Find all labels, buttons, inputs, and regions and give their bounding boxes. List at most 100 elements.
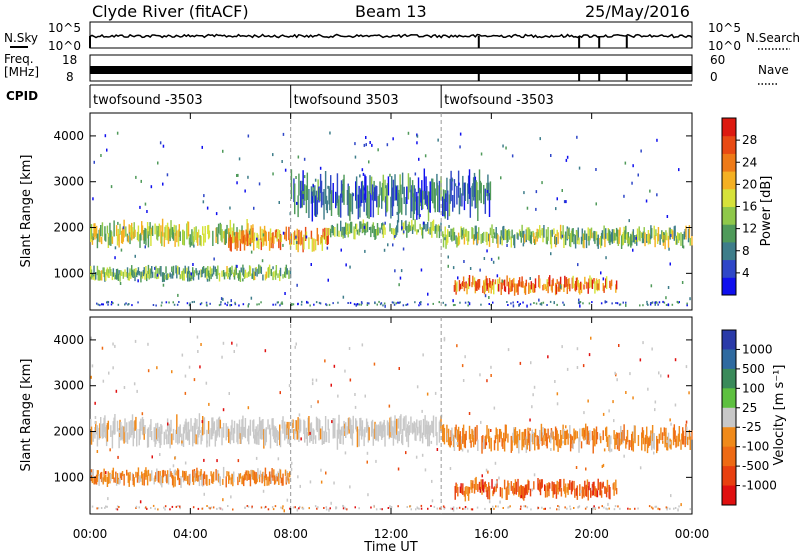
heat-cell bbox=[136, 472, 139, 483]
heat-cell bbox=[103, 267, 105, 278]
heat-cell bbox=[134, 229, 136, 237]
heat-cell bbox=[96, 425, 99, 447]
heat-cell bbox=[397, 192, 400, 223]
ground-speck bbox=[459, 301, 461, 304]
heat-cell bbox=[120, 473, 122, 479]
heat-cell bbox=[689, 237, 691, 246]
heat-cell bbox=[387, 176, 390, 196]
ground-speck bbox=[419, 301, 421, 304]
ground-speck bbox=[332, 302, 334, 305]
heat-speck bbox=[272, 153, 274, 157]
heat-cell bbox=[133, 477, 135, 487]
ground-speck bbox=[578, 302, 581, 305]
heat-speck bbox=[603, 448, 606, 452]
heat-cell bbox=[453, 232, 456, 241]
heat-cell bbox=[478, 279, 481, 288]
heat-cell bbox=[628, 439, 630, 450]
heat-speck bbox=[231, 341, 233, 345]
ground-speck bbox=[584, 507, 587, 510]
heat-speck bbox=[422, 353, 424, 357]
ground-speck bbox=[318, 301, 321, 304]
heat-cell bbox=[436, 432, 438, 446]
heat-speck bbox=[554, 380, 556, 383]
ground-speck bbox=[529, 303, 532, 306]
heat-cell bbox=[265, 231, 268, 246]
heat-cell bbox=[473, 277, 476, 287]
heat-cell bbox=[415, 196, 417, 211]
heat-cell bbox=[468, 169, 471, 199]
heat-cell bbox=[187, 421, 190, 440]
heat-cell bbox=[560, 283, 563, 290]
ground-speck bbox=[393, 303, 396, 306]
heat-cell bbox=[498, 428, 501, 443]
heat-cell bbox=[407, 224, 410, 233]
heat-cell bbox=[596, 432, 599, 440]
heat-cell bbox=[403, 416, 405, 431]
heat-cell bbox=[501, 487, 503, 499]
heat-speck bbox=[591, 487, 593, 491]
heat-cell bbox=[475, 225, 477, 239]
heat-cell bbox=[648, 437, 650, 446]
heat-cell bbox=[144, 227, 146, 242]
ground-speck bbox=[314, 505, 317, 508]
ground-speck bbox=[655, 505, 658, 508]
heat-cell bbox=[355, 176, 358, 209]
ground-speck bbox=[106, 505, 108, 508]
heat-cell bbox=[366, 221, 369, 233]
heat-cell bbox=[522, 486, 524, 500]
heat-cell bbox=[171, 475, 174, 486]
heat-cell bbox=[158, 268, 161, 274]
heat-cell bbox=[487, 174, 489, 201]
heat-cell bbox=[418, 420, 421, 434]
heat-cell bbox=[97, 269, 99, 281]
heat-cell bbox=[668, 227, 671, 239]
heat-cell bbox=[210, 274, 212, 280]
colorbar-swatch bbox=[722, 446, 736, 467]
heat-cell bbox=[435, 416, 437, 436]
ground-speck bbox=[654, 303, 656, 306]
heat-cell bbox=[243, 426, 246, 437]
heat-speck bbox=[383, 248, 386, 252]
heat-speck bbox=[305, 235, 308, 239]
heat-cell bbox=[461, 193, 463, 207]
heat-cell bbox=[681, 433, 683, 441]
heat-cell bbox=[279, 230, 281, 240]
heat-cell bbox=[570, 435, 573, 444]
heat-cell bbox=[237, 424, 239, 445]
heat-cell bbox=[619, 227, 621, 236]
heat-cell bbox=[216, 269, 218, 279]
heat-cell bbox=[394, 174, 396, 201]
heat-cell bbox=[460, 483, 462, 494]
ground-speck bbox=[649, 303, 652, 306]
heat-cell bbox=[228, 228, 230, 246]
heat-cell bbox=[100, 236, 103, 245]
heat-cell bbox=[423, 221, 426, 230]
heat-cell bbox=[666, 436, 669, 451]
heat-cell bbox=[165, 429, 167, 440]
heat-cell bbox=[228, 471, 230, 484]
heat-cell bbox=[425, 176, 427, 204]
heat-speck bbox=[208, 402, 210, 406]
heat-speck bbox=[397, 467, 400, 471]
heat-cell bbox=[288, 226, 290, 241]
heat-cell bbox=[310, 186, 313, 204]
ground-speck bbox=[601, 505, 603, 508]
heat-speck bbox=[566, 367, 569, 371]
heat-cell bbox=[208, 230, 211, 238]
ground-speck bbox=[277, 301, 279, 304]
heat-speck bbox=[327, 278, 329, 282]
heat-cell bbox=[467, 487, 470, 501]
heat-cell bbox=[332, 418, 334, 439]
heat-speck bbox=[90, 472, 93, 476]
heat-speck bbox=[368, 227, 371, 230]
heat-cell bbox=[409, 177, 411, 193]
heat-cell bbox=[255, 472, 257, 484]
heat-cell bbox=[581, 228, 584, 242]
ground-speck bbox=[509, 505, 511, 508]
heat-cell bbox=[184, 265, 186, 274]
heat-cell bbox=[184, 421, 186, 431]
heat-cell bbox=[297, 195, 299, 218]
heat-cell bbox=[193, 270, 196, 277]
heat-cell bbox=[243, 234, 246, 251]
